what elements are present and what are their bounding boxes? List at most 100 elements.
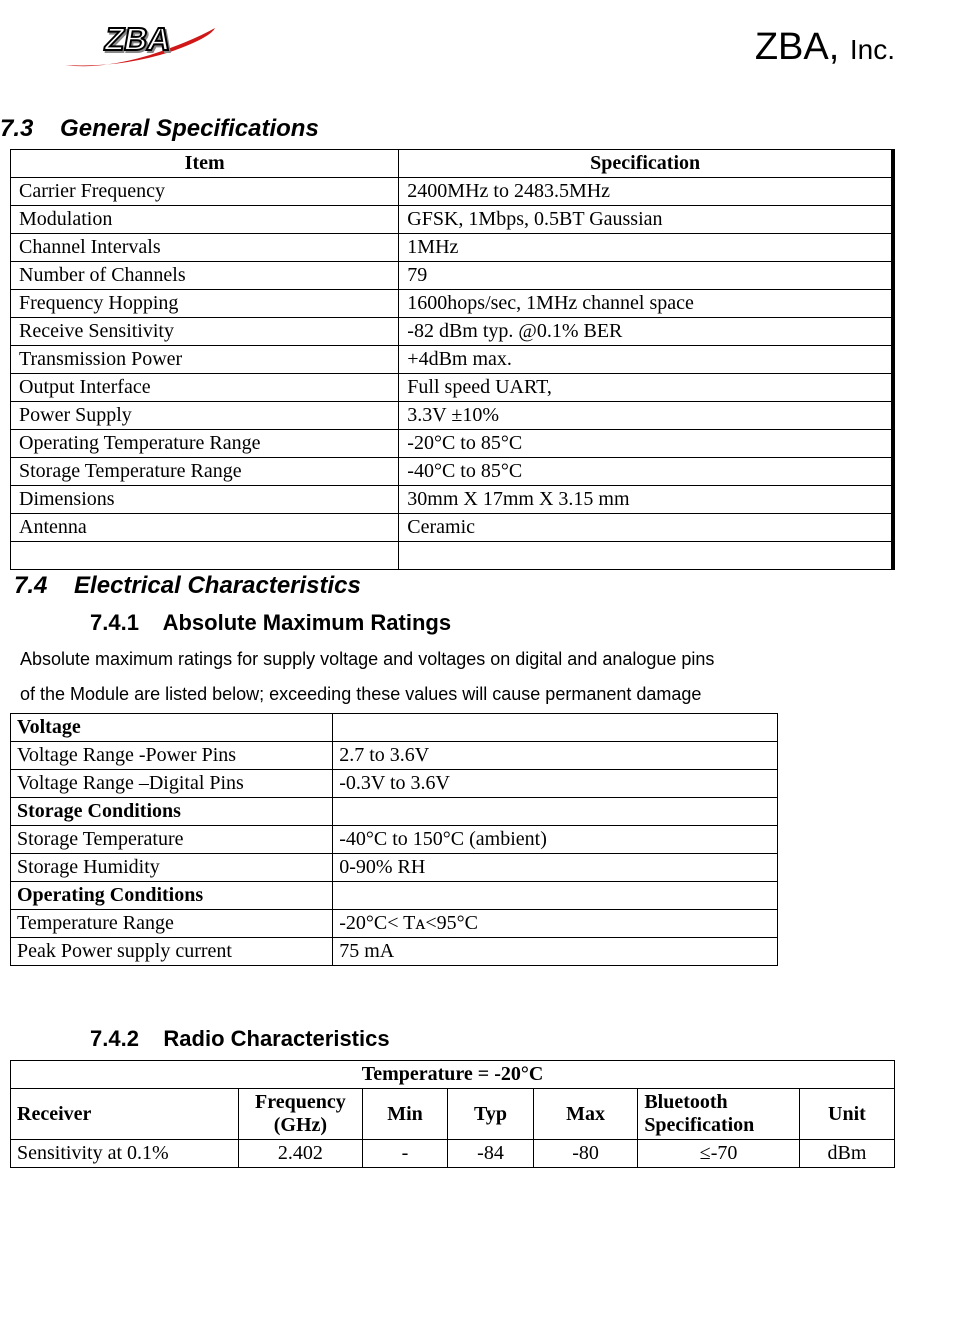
cell-label: Voltage Range -Power Pins [11, 742, 333, 770]
col-receiver: Receiver [11, 1089, 239, 1140]
col-item: Item [11, 150, 399, 178]
cell-receiver: Sensitivity at 0.1% [11, 1140, 239, 1168]
table-row: Peak Power supply current75 mA [11, 938, 778, 966]
cell-label: Peak Power supply current [11, 938, 333, 966]
table-row: Voltage Range -Power Pins2.7 to 3.6V [11, 742, 778, 770]
table-row: Storage Conditions [11, 798, 778, 826]
cell-label: Voltage [11, 714, 333, 742]
subsection-number: 7.4.1 [90, 610, 139, 635]
cell-spec: -40°C to 85°C [399, 458, 893, 486]
section-number: 7.4 [14, 572, 47, 599]
radio-table: Temperature = -20°C Receiver Frequency (… [10, 1060, 895, 1168]
cell-value: -0.3V to 3.6V [333, 770, 778, 798]
section-7-4-1-heading: 7.4.1 Absolute Maximum Ratings [90, 610, 895, 636]
table-row: ModulationGFSK, 1Mbps, 0.5BT Gaussian [11, 206, 894, 234]
subsection-title: Absolute Maximum Ratings [163, 610, 451, 635]
ratings-intro-1: Absolute maximum ratings for supply volt… [20, 644, 895, 675]
cell-unit: dBm [799, 1140, 894, 1168]
cell-item: Receive Sensitivity [11, 318, 399, 346]
col-unit: Unit [799, 1089, 894, 1140]
general-spec-table: Item Specification Carrier Frequency2400… [10, 149, 895, 570]
col-freq: Frequency (GHz) [239, 1089, 363, 1140]
page-header: ZBA ZBA ZBA, Inc. [60, 20, 895, 75]
cell-spec: GFSK, 1Mbps, 0.5BT Gaussian [399, 206, 893, 234]
cell-value: 0-90% RH [333, 854, 778, 882]
col-max: Max [533, 1089, 638, 1140]
table-row: Voltage Range –Digital Pins-0.3V to 3.6V [11, 770, 778, 798]
cell-item: Frequency Hopping [11, 290, 399, 318]
col-typ: Typ [448, 1089, 534, 1140]
radio-data-row: Sensitivity at 0.1% 2.402 - -84 -80 ≤-70… [11, 1140, 895, 1168]
subsection-title: Radio Characteristics [163, 1026, 389, 1051]
col-min: Min [362, 1089, 448, 1140]
table-row: Frequency Hopping1600hops/sec, 1MHz chan… [11, 290, 894, 318]
cell-value: -20°C< Tᴀ<95°C [333, 910, 778, 938]
col-spec: Specification [399, 150, 893, 178]
table-row: AntennaCeramic [11, 514, 894, 542]
cell-freq: 2.402 [239, 1140, 363, 1168]
table-row: Temperature Range-20°C< Tᴀ<95°C [11, 910, 778, 938]
col-bt: Bluetooth Specification [638, 1089, 800, 1140]
company-suffix: Inc. [850, 34, 895, 65]
cell-value: 75 mA [333, 938, 778, 966]
zba-logo-icon: ZBA ZBA [60, 20, 220, 75]
cell-value: -40°C to 150°C (ambient) [333, 826, 778, 854]
radio-temperature: Temperature = -20°C [11, 1061, 895, 1089]
table-row: Output InterfaceFull speed UART, [11, 374, 894, 402]
table-row: Power Supply3.3V ±10% [11, 402, 894, 430]
cell-spec: 2400MHz to 2483.5MHz [399, 178, 893, 206]
radio-title-row: Temperature = -20°C [11, 1061, 895, 1089]
cell-item: Antenna [11, 514, 399, 542]
cell-value [333, 882, 778, 910]
cell-item: Carrier Frequency [11, 178, 399, 206]
table-row: Carrier Frequency2400MHz to 2483.5MHz [11, 178, 894, 206]
table-row: Dimensions30mm X 17mm X 3.15 mm [11, 486, 894, 514]
svg-text:ZBA: ZBA [102, 21, 174, 57]
cell-label: Storage Conditions [11, 798, 333, 826]
cell-label: Voltage Range –Digital Pins [11, 770, 333, 798]
table-row: Transmission Power+4dBm max. [11, 346, 894, 374]
company-text: ZBA, [755, 26, 839, 68]
cell-item: Number of Channels [11, 262, 399, 290]
table-row: Number of Channels79 [11, 262, 894, 290]
cell-label: Storage Humidity [11, 854, 333, 882]
cell-label: Storage Temperature [11, 826, 333, 854]
section-title: General Specifications [60, 115, 319, 142]
ratings-table: VoltageVoltage Range -Power Pins2.7 to 3… [10, 713, 778, 966]
cell-spec: 3.3V ±10% [399, 402, 893, 430]
table-header-row: Item Specification [11, 150, 894, 178]
table-row: Voltage [11, 714, 778, 742]
ratings-intro-2: of the Module are listed below; exceedin… [20, 679, 895, 710]
cell-item [11, 542, 399, 570]
cell-value [333, 714, 778, 742]
cell-spec [399, 542, 893, 570]
cell-spec: +4dBm max. [399, 346, 893, 374]
cell-item: Power Supply [11, 402, 399, 430]
cell-item: Output Interface [11, 374, 399, 402]
table-row: Storage Temperature-40°C to 150°C (ambie… [11, 826, 778, 854]
table-row: Operating Temperature Range-20°C to 85°C [11, 430, 894, 458]
section-title: Electrical Characteristics [74, 572, 361, 599]
cell-spec: 1600hops/sec, 1MHz channel space [399, 290, 893, 318]
radio-header-row: Receiver Frequency (GHz) Min Typ Max Blu… [11, 1089, 895, 1140]
cell-item: Operating Temperature Range [11, 430, 399, 458]
cell-item: Channel Intervals [11, 234, 399, 262]
section-number: 7.3 [0, 115, 33, 142]
cell-item: Transmission Power [11, 346, 399, 374]
cell-max: -80 [533, 1140, 638, 1168]
cell-min: - [362, 1140, 448, 1168]
cell-spec: -20°C to 85°C [399, 430, 893, 458]
cell-spec: 79 [399, 262, 893, 290]
table-row: Receive Sensitivity-82 dBm typ. @0.1% BE… [11, 318, 894, 346]
cell-item: Dimensions [11, 486, 399, 514]
cell-value [333, 798, 778, 826]
table-row: Channel Intervals1MHz [11, 234, 894, 262]
table-row: Operating Conditions [11, 882, 778, 910]
cell-spec: Ceramic [399, 514, 893, 542]
section-7-4-heading: 7.4 Electrical Characteristics [14, 572, 895, 600]
cell-bt: ≤-70 [638, 1140, 800, 1168]
cell-value: 2.7 to 3.6V [333, 742, 778, 770]
company-logo: ZBA ZBA [60, 20, 220, 75]
cell-spec: -82 dBm typ. @0.1% BER [399, 318, 893, 346]
cell-typ: -84 [448, 1140, 534, 1168]
